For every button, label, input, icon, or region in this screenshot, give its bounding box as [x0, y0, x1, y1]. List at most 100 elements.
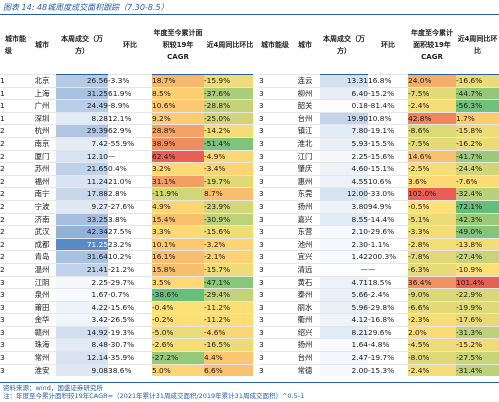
- table-body: 1 北京 26.56 -3.3% 18.7% -15.9% 3 连云 13.31 16.8% 24.…: [0, 74, 499, 377]
- right-area-cell: 5.96: [320, 300, 368, 314]
- left-ring-cell: -19.7%: [204, 174, 256, 188]
- right-tier-cell: 3: [253, 187, 290, 201]
- right-ring-cell: -13.8%: [456, 237, 499, 251]
- right-area-cell: 2.25: [320, 149, 368, 163]
- left-tier-cell: 2: [0, 124, 28, 138]
- left-ring-cell: -28.8%: [204, 99, 256, 113]
- right-city-cell: 江门: [290, 149, 320, 163]
- left-city-cell: 苏州: [28, 162, 56, 176]
- left-tier-cell: 1: [0, 99, 28, 113]
- left-tier-cell: 3: [0, 313, 28, 327]
- left-ring-cell: -3.2%: [204, 237, 256, 251]
- right-city-cell: 泰州: [290, 288, 320, 302]
- right-tier-cell: 3: [253, 351, 290, 365]
- left-tier-cell: 2: [0, 199, 28, 214]
- left-ring-cell: -3.4%: [204, 162, 256, 176]
- right-ring-cell: -16.6%: [456, 74, 499, 88]
- header-area-right: 本周成交（万方）: [320, 15, 368, 75]
- right-area-cell: 2.30: [320, 237, 368, 251]
- table-row: 1 深圳 8.28 12.1% 9.2% -25.0% 3 台州 19.90 10.8% 42.8%…: [0, 111, 499, 125]
- left-ring-cell: -16.5%: [204, 338, 256, 352]
- right-area-cell: 2.10: [320, 225, 368, 239]
- left-cagr-cell: 3.5%: [152, 275, 204, 289]
- left-tier-cell: 2: [0, 149, 28, 163]
- left-tier-cell: 2: [0, 237, 28, 251]
- right-area-cell: 1.42: [320, 250, 368, 264]
- right-area-cell: 8.21: [320, 325, 368, 339]
- left-area-cell: 4.22: [56, 300, 108, 314]
- right-tier-cell: 3: [253, 225, 290, 239]
- left-tier-cell: 1: [0, 74, 28, 88]
- left-ring-cell: 6.6%: [204, 363, 256, 377]
- right-ring-cell: -16.2%: [456, 136, 499, 151]
- right-cagr-cell: -6.3%: [408, 262, 456, 276]
- left-city-cell: 南京: [28, 136, 56, 151]
- right-tier-cell: 3: [253, 99, 290, 113]
- header-area: 本周成交（万方）: [56, 15, 108, 75]
- header-yoy: 环比: [108, 15, 152, 75]
- right-city-cell: 东营: [290, 225, 320, 239]
- table-row: 3 江阴 2.25 -29.7% 3.5% -47.1% 3 黄石 4.71 18.5% 36.4%…: [0, 275, 499, 289]
- left-yoy-cell: 2.8%: [108, 187, 152, 201]
- left-area-cell: 26.56: [56, 74, 108, 88]
- right-city-cell: 宜兴: [290, 250, 320, 264]
- right-city-cell: 池州: [290, 237, 320, 251]
- left-area-cell: 7.42: [56, 136, 108, 151]
- right-cagr-cell: 3.6%: [408, 174, 456, 188]
- right-ring-cell: -31.3%: [456, 325, 499, 339]
- left-cagr-cell: 5.0%: [152, 363, 204, 377]
- right-tier-cell: 3: [253, 199, 290, 214]
- right-cagr-cell: -8.0%: [408, 351, 456, 365]
- right-tier-cell: 3: [253, 74, 290, 88]
- left-area-cell: 3.42: [56, 313, 108, 327]
- right-area-cell: 3.80: [320, 199, 368, 214]
- header-yoy-right: 环比: [368, 15, 408, 75]
- right-cagr-cell: -2.4%: [408, 363, 456, 377]
- right-tier-cell: 3: [253, 136, 290, 151]
- left-city-cell: 北京: [28, 74, 56, 88]
- table-row: 3 泉州 1.67 -0.7% -38.6% -29.4% 3 泰州 5.66 -2.4% -9.0…: [0, 288, 499, 302]
- right-ring-cell: -10.9%: [456, 262, 499, 276]
- left-yoy-cell: 0.4%: [108, 162, 152, 176]
- left-ring-cell: -23.9%: [204, 199, 256, 214]
- right-ring-cell: 101.4%: [456, 275, 499, 289]
- table-row: 2 杭州 29.39 62.9% 28.8% -14.2% 3 镇江 7.80 -19.1% -8.…: [0, 124, 499, 138]
- right-ring-cell: -22.9%: [456, 288, 499, 302]
- right-ring-cell: -49.0%: [456, 225, 499, 239]
- header-city: 城市: [28, 15, 56, 75]
- footnote-note: 注：年度至今累计面积较19年CAGR=（2021年累计31周成交面积/2019年…: [3, 392, 305, 400]
- right-ring-cell: -27.5%: [456, 351, 499, 365]
- left-city-cell: 金华: [28, 313, 56, 327]
- left-city-cell: 南宁: [28, 187, 56, 201]
- left-city-cell: 深圳: [28, 111, 56, 125]
- left-ring-cell: -11.2%: [204, 313, 256, 327]
- right-ring-cell: 1.7%: [456, 111, 499, 125]
- right-yoy-cell: -2.4%: [368, 288, 408, 302]
- right-ring-cell: -19.9%: [456, 300, 499, 314]
- header-city-right: 城市: [290, 15, 320, 75]
- right-city-cell: 淮北: [290, 136, 320, 151]
- left-yoy-cell: 62.9%: [108, 124, 152, 138]
- right-city-cell: 连云: [290, 74, 320, 88]
- right-yoy-cell: -4.8%: [368, 338, 408, 352]
- left-area-cell: 8.28: [56, 111, 108, 125]
- right-ring-cell: -72.1%: [456, 199, 499, 214]
- right-ring-cell: -7.6%: [456, 174, 499, 188]
- left-cagr-cell: 15.8%: [152, 262, 204, 276]
- right-cagr-cell: -7.5%: [408, 136, 456, 151]
- right-ring-cell: -15.2%: [456, 338, 499, 352]
- left-area-cell: 1.67: [56, 288, 108, 302]
- right-city-cell: 常德: [290, 363, 320, 377]
- left-area-cell: 42.34: [56, 225, 108, 239]
- left-cagr-cell: 10.6%: [152, 99, 204, 113]
- right-tier-cell: 3: [253, 313, 290, 327]
- left-cagr-cell: 31.1%: [152, 174, 204, 188]
- left-area-cell: 33.25: [56, 212, 108, 226]
- left-cagr-cell: 10.1%: [152, 237, 204, 251]
- left-yoy-cell: -0.7%: [108, 288, 152, 302]
- footnote-source: 资料来源：wind，国盛证券研究所: [3, 384, 103, 392]
- right-yoy-cell: -15.6%: [368, 149, 408, 163]
- right-area-cell: 4.55: [320, 174, 368, 188]
- right-cagr-cell: -2.8%: [408, 237, 456, 251]
- left-ring-cell: -30.9%: [204, 212, 256, 226]
